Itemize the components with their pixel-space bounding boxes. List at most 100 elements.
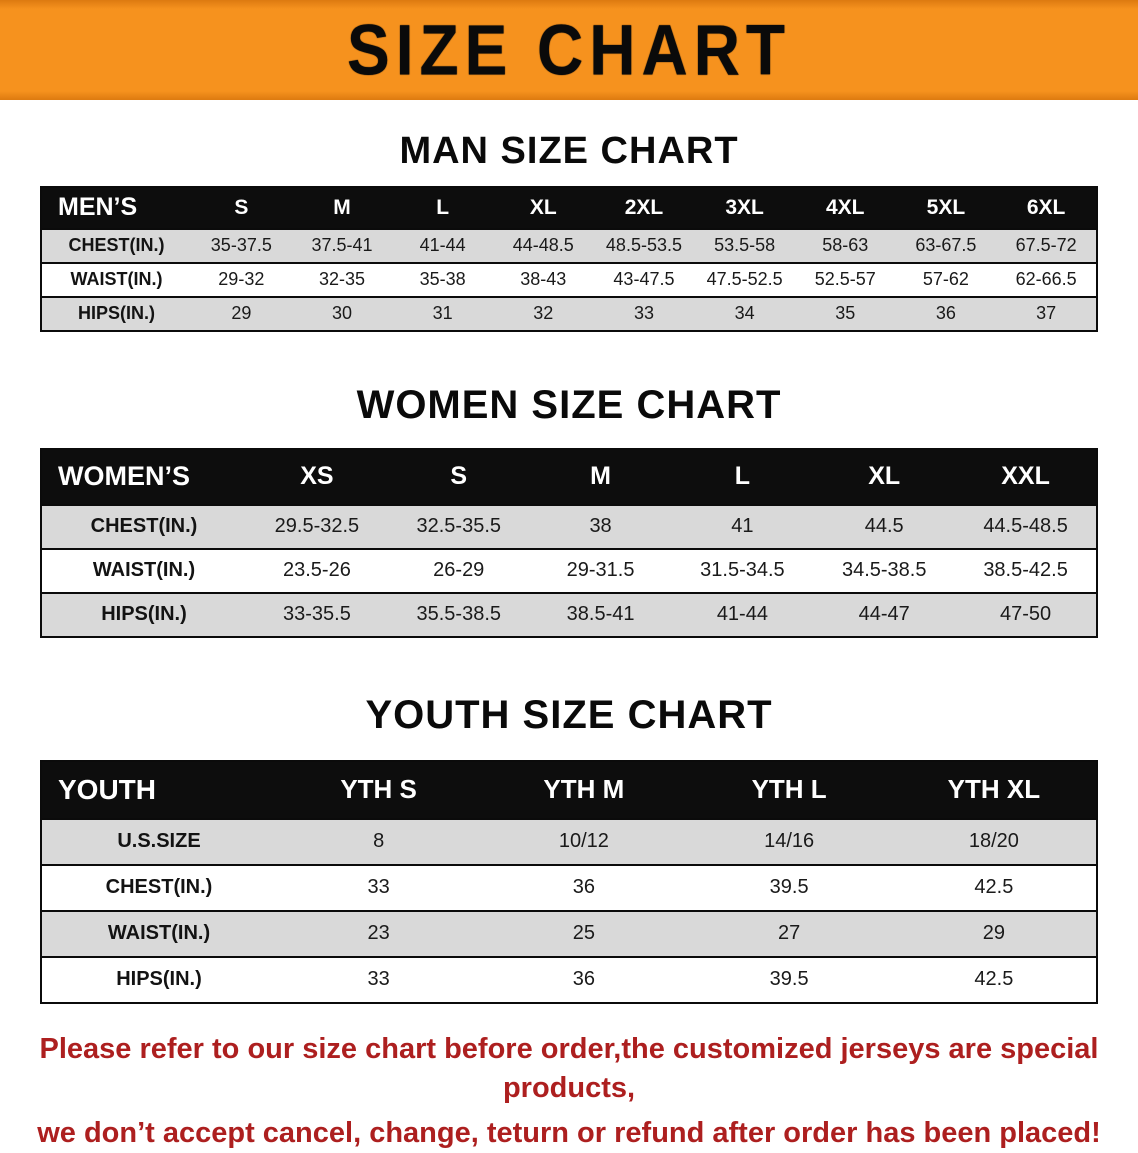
size-header-cell: S [191,186,292,229]
size-header-cell: 5XL [895,186,997,229]
row-label-cell: WAIST(IN.) [107,922,211,945]
youth-size-chart-section: YOUTH SIZE CHART YOUTH YTH S YTH M YTH L YTH… [0,692,1138,1004]
value-cell: 67.5-72 [1015,235,1077,256]
content: MAN SIZE CHART MEN’S S M L XL 2XL 3XL 4XL 5XL 6XL… [0,130,1138,1004]
order-notice: Please refer to our size chart before or… [0,1030,1138,1153]
size-header-cell: L [671,448,814,505]
value-cell: 57-62 [922,269,969,290]
size-header-row: MEN’S S M L XL 2XL 3XL 4XL 5XL 6XL [41,186,1097,229]
row-label-cell: WAIST(IN.) [70,269,163,290]
value-cell: 38-43 [520,269,567,290]
corner-header-cell: MEN’S [41,186,191,229]
value-cell: 31 [432,303,453,324]
value-cell: 62-66.5 [1015,269,1077,290]
value-cell: 30 [331,303,352,324]
value-cell: 35-38 [419,269,466,290]
size-header-row: YOUTH YTH S YTH M YTH L YTH XL [41,760,1097,819]
value-cell: 29 [231,303,252,324]
measurement-row: U.S.SIZE 8 10/12 14/16 18/20 [41,818,1097,865]
size-header-row: WOMEN’S XS S M L XL XXL [41,448,1097,505]
value-cell: 8 [373,830,385,853]
size-header-cell: 3XL [694,186,795,229]
measurement-row: CHEST(IN.) 35-37.5 37.5-41 41-44 44-48.5 48.5… [41,228,1097,263]
value-cell: 41-44 [419,235,466,256]
value-cell: 42.5 [974,876,1014,899]
value-cell: 44-48.5 [512,235,574,256]
notice-line-2: we don’t accept cancel, change, teturn o… [37,1116,1101,1149]
value-cell: 32 [533,303,554,324]
value-cell: 34.5-38.5 [841,559,927,582]
value-cell: 35 [835,303,856,324]
corner-header-cell: WOMEN’S [41,448,246,505]
value-cell: 29.5-32.5 [274,515,360,538]
value-cell: 35.5-38.5 [416,603,501,626]
measurement-row: CHEST(IN.) 29.5-32.5 32.5-35.5 38 41 44.5 44.5… [41,504,1097,549]
size-header-cell: XS [246,448,388,505]
row-label-cell: WAIST(IN.) [92,559,196,582]
value-cell: 35-37.5 [210,235,272,256]
value-cell: 29 [982,922,1005,945]
size-header-cell: XL [813,448,956,505]
value-cell: 33 [367,968,390,991]
value-cell: 32.5-35.5 [416,515,501,538]
value-cell: 36 [935,303,956,324]
value-cell: 36 [572,876,595,899]
size-chart-banner: SIZE CHART [0,0,1138,100]
value-cell: 43-47.5 [613,269,675,290]
value-cell: 33-35.5 [282,603,351,626]
value-cell: 63-67.5 [915,235,977,256]
size-header-cell: M [291,186,393,229]
value-cell: 53.5-58 [714,235,776,256]
value-cell: 41 [731,515,754,538]
value-cell: 33 [367,876,390,899]
value-cell: 29-31.5 [566,559,635,582]
notice-line-1: Please refer to our size chart before or… [39,1032,1099,1104]
value-cell: 25 [572,922,595,945]
value-cell: 36 [572,968,595,991]
size-header-cell: 4XL [794,186,896,229]
value-cell: 33 [633,303,654,324]
page-title: SIZE CHART [347,9,791,91]
row-label-cell: CHEST(IN.) [90,515,198,538]
size-header-cell: 6XL [996,186,1097,229]
value-cell: 38.5-42.5 [983,559,1068,582]
value-cell: 37.5-41 [311,235,373,256]
value-cell: 14/16 [764,830,815,853]
measurement-row: HIPS(IN.) 33 36 39.5 42.5 [41,956,1097,1003]
size-header-cell: M [529,448,672,505]
value-cell: 34 [734,303,755,324]
measurement-row: WAIST(IN.) 29-32 32-35 35-38 38-43 43-47.5 47.… [41,262,1097,297]
size-header-cell: XL [492,186,594,229]
value-cell: 44.5 [864,515,904,538]
size-header-cell: L [392,186,493,229]
value-cell: 10/12 [558,830,609,853]
value-cell: 37 [1036,303,1057,324]
youth-size-table: YOUTH YTH S YTH M YTH L YTH XL U.S.SIZE 8 10/12… [40,759,1098,1004]
man-size-chart-section: MAN SIZE CHART MEN’S S M L XL 2XL 3XL 4XL 5XL 6XL… [0,130,1138,332]
row-label-cell: U.S.SIZE [117,830,201,853]
measurement-row: WAIST(IN.) 23 25 27 29 [41,910,1097,957]
value-cell: 18/20 [968,830,1019,853]
value-cell: 31.5-34.5 [700,559,785,582]
value-cell: 47.5-52.5 [706,269,783,290]
measurement-row: HIPS(IN.) 29 30 31 32 33 34 35 36 37 [41,296,1097,331]
women-size-chart-heading: WOMEN SIZE CHART [356,382,782,427]
size-header-cell: YTH L [686,760,892,819]
value-cell: 27 [778,922,801,945]
value-cell: 32-35 [318,269,365,290]
value-cell: 29-32 [218,269,265,290]
value-cell: 26-29 [433,559,485,582]
value-cell: 41-44 [716,603,768,626]
value-cell: 58-63 [822,235,869,256]
value-cell: 38 [589,515,612,538]
row-label-cell: HIPS(IN.) [77,303,155,324]
size-header-cell: S [387,448,530,505]
value-cell: 39.5 [769,968,809,991]
value-cell: 44.5-48.5 [983,515,1068,538]
value-cell: 47-50 [999,603,1052,626]
measurement-row: WAIST(IN.) 23.5-26 26-29 29-31.5 31.5-34.5 34… [41,548,1097,593]
size-header-cell: YTH XL [891,760,1097,819]
size-header-cell: YTH S [276,760,482,819]
man-size-chart-heading: MAN SIZE CHART [399,130,739,172]
